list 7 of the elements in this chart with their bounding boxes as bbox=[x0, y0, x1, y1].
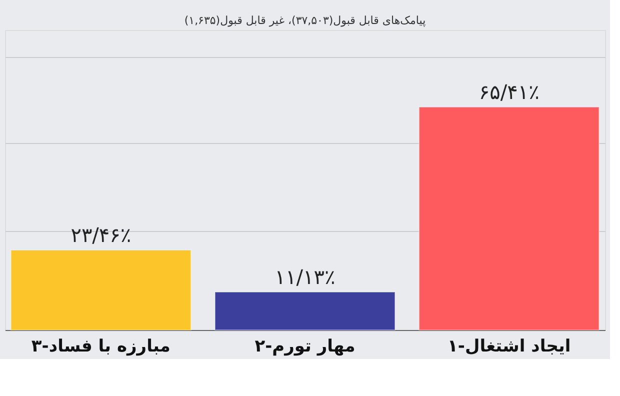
data-label: ۶۵/۴۱٪ bbox=[478, 80, 540, 104]
x-tick-label: ۲-مهار تورم bbox=[254, 336, 356, 356]
chart-subtitle: پیامک‌های قابل قبول(۳۷,۵۰۳)، غیر قابل قبول(۱,۶۳۵) bbox=[184, 14, 426, 27]
data-label: ۱۱/۱۳٪ bbox=[274, 265, 336, 290]
x-tick-label: ۱-ایجاد اشتغال bbox=[448, 336, 571, 356]
data-label: ۲۳/۴۶٪ bbox=[70, 223, 132, 248]
x-tick-label: ۳-مبارزه با فساد bbox=[31, 336, 170, 356]
